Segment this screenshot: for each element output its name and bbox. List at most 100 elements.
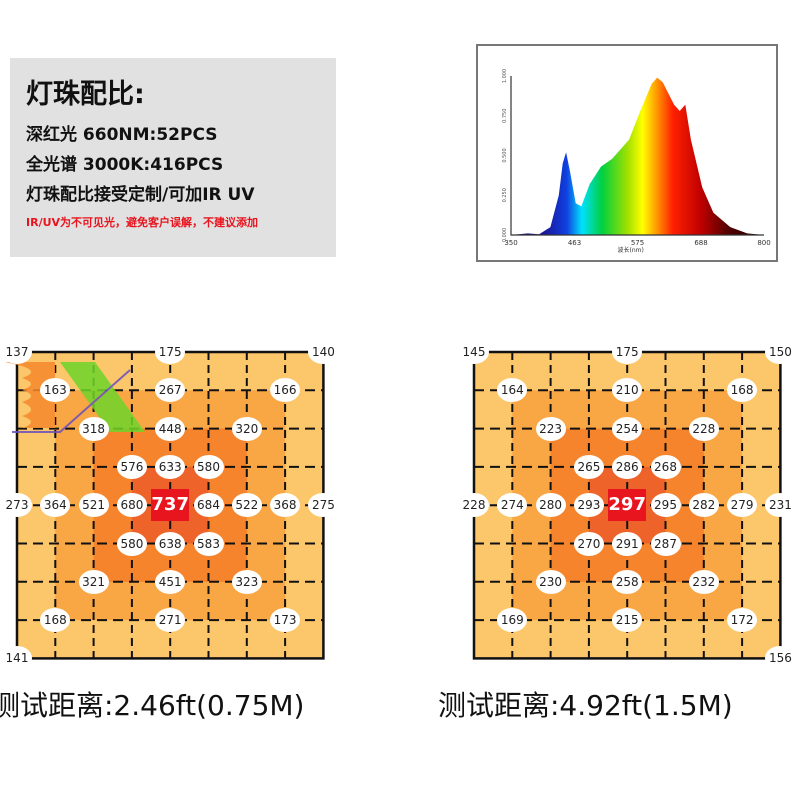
full-spectrum-spec: 全光谱 3000K:416PCS (26, 155, 224, 175)
ppfd-value: 633 (155, 454, 186, 479)
ppfd-value: 280 (535, 493, 566, 518)
ppfd-value: 172 (727, 608, 758, 633)
ppfd-value: 215 (612, 608, 643, 633)
spectrum-area (511, 77, 764, 235)
x-tick-label: 688 (694, 239, 707, 247)
ppfd-value: 275 (308, 493, 339, 518)
heatmap-cell (742, 543, 781, 583)
ppfd-value: 522 (231, 493, 262, 518)
heatmap-cell (93, 620, 133, 659)
ppfd-value: 680 (116, 493, 147, 518)
y-tick-label: 0.500 (502, 148, 508, 162)
ppfd-value: 274 (497, 493, 528, 518)
ppfd-value: 271 (155, 608, 186, 633)
ppfd-value: 268 (650, 454, 681, 479)
ppfd-value: 295 (650, 493, 681, 518)
ppfd-value: 141 (2, 646, 32, 671)
led-ratio-panel: 灯珠配比: 深红光 660NM:52PCS 全光谱 3000K:416PCS 灯… (10, 58, 336, 257)
heatmap-cell (17, 543, 56, 583)
ppfd-value: 451 (155, 569, 186, 594)
test-distance-caption-right: 测试距离:4.92ft(1.5M) (438, 689, 733, 722)
heatmap-cell (208, 620, 248, 659)
ppfd-value: 318 (78, 416, 109, 441)
ppfd-value: 583 (193, 531, 224, 556)
ppfd-value: 168 (727, 378, 758, 403)
ppfd-value: 576 (116, 454, 147, 479)
ppfd-value: 320 (231, 416, 262, 441)
ppfd-value: 265 (573, 454, 604, 479)
ppfd-value: 145 (459, 340, 489, 364)
ppfd-value: 258 (612, 569, 643, 594)
spectrum-chart: 350 463 575 688 800 0.000 0.250 0.500 0.750 1.000… (476, 44, 778, 262)
test-distance-caption-left: 测试距离:2.46ft(0.75M) (0, 689, 305, 722)
y-tick-label: 1.000 (502, 69, 508, 83)
ppfd-value: 448 (155, 416, 186, 441)
panel-title: 灯珠配比: (26, 79, 145, 110)
ppfd-value: 230 (535, 569, 566, 594)
heatmap-cell (550, 352, 590, 391)
ppfd-value: 228 (459, 493, 489, 518)
heatmap-cell (208, 352, 248, 391)
ppfd-value: 580 (116, 531, 147, 556)
ppfd-value: 321 (78, 569, 109, 594)
ppfd-value: 223 (535, 416, 566, 441)
spectrum-svg: 350 463 575 688 800 0.000 0.250 0.500 0.750 1.000… (502, 69, 771, 254)
ppfd-value: 232 (688, 569, 719, 594)
x-tick-label: 800 (757, 239, 770, 247)
y-tick-label: 0.250 (502, 188, 508, 202)
ppfd-value: 364 (40, 493, 71, 518)
ppfd-value: 168 (40, 608, 71, 633)
heatmap-cell (474, 543, 513, 583)
ppfd-value: 166 (270, 378, 301, 403)
ppfd-max-value: 737 (151, 489, 190, 522)
ppfd-value: 270 (573, 531, 604, 556)
ppfd-value: 282 (688, 493, 719, 518)
heatmap-cell (17, 428, 56, 468)
x-axis-label: 波长(nm) (618, 246, 644, 254)
heatmap-cell (550, 620, 590, 659)
ppfd-value: 137 (2, 340, 32, 364)
heatmap-cell (742, 428, 781, 468)
ppfd-value: 323 (231, 569, 262, 594)
ppfd-value: 368 (270, 493, 301, 518)
y-tick-label: 0.750 (502, 109, 508, 123)
ir-uv-warning: IR/UV为不可见光，避免客户误解，不建议添加 (26, 216, 259, 229)
ppfd-value: 293 (573, 493, 604, 518)
ppfd-value: 175 (612, 340, 643, 364)
heatmap-cell (285, 543, 324, 583)
ppfd-value: 684 (193, 493, 224, 518)
ppfd-map-0.75m: 137 175 140 163 267 166 318 448 320 576 633 580 273 3… (0, 340, 345, 675)
ppfd-value: 267 (155, 378, 186, 403)
ppfd-value: 273 (2, 493, 32, 518)
ppfd-value: 287 (650, 531, 681, 556)
ppfd-value: 580 (193, 454, 224, 479)
heatmap-cell (285, 428, 324, 468)
x-tick-label: 463 (568, 239, 581, 247)
ppfd-value: 291 (612, 531, 643, 556)
ppfd-value: 228 (688, 416, 719, 441)
ppfd-value: 231 (765, 493, 796, 518)
ppfd-max-value: 297 (608, 489, 647, 522)
axes (510, 76, 764, 236)
ppfd-value: 210 (612, 378, 643, 403)
ppfd-value: 169 (497, 608, 528, 633)
x-tick-label: 575 (631, 239, 644, 247)
ppfd-map-1.5m: 145 175 150 164 210 168 223 254 228 265 286 268 228 2… (455, 340, 800, 675)
y-tick-label: 0.000 (502, 228, 508, 242)
ppfd-value: 156 (765, 646, 796, 671)
ppfd-value: 254 (612, 416, 643, 441)
heatmap-cell (665, 352, 705, 391)
customization-note: 灯珠配比接受定制/可加IR UV (26, 185, 255, 205)
ppfd-value: 173 (270, 608, 301, 633)
ppfd-value: 279 (727, 493, 758, 518)
ppfd-value: 163 (40, 378, 71, 403)
deep-red-spec: 深红光 660NM:52PCS (26, 125, 218, 145)
heatmap-cell (474, 428, 513, 468)
ppfd-value: 150 (765, 340, 796, 364)
ppfd-value: 140 (308, 340, 339, 364)
ppfd-value: 521 (78, 493, 109, 518)
watermark-logo (5, 362, 145, 433)
ppfd-value: 638 (155, 531, 186, 556)
ppfd-value: 164 (497, 378, 528, 403)
heatmap-cell (665, 620, 705, 659)
